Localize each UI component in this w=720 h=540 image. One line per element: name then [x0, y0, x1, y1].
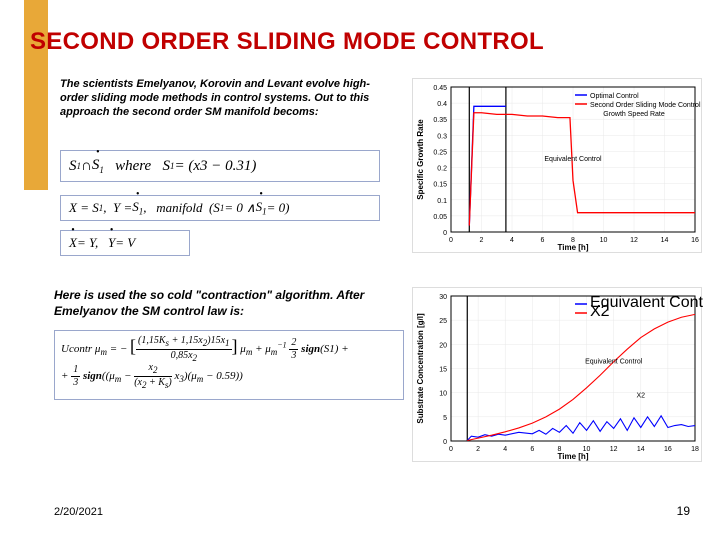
- svg-text:4: 4: [503, 446, 507, 453]
- svg-text:Second Order Sliding Mode Cont: Second Order Sliding Mode Control: [590, 102, 701, 109]
- svg-text:16: 16: [664, 446, 672, 453]
- equation-1: S1 ∩ S1 where S1 = (x3 − 0.31): [60, 150, 380, 182]
- svg-text:2: 2: [476, 446, 480, 453]
- svg-text:15: 15: [439, 367, 447, 374]
- svg-text:4: 4: [510, 237, 514, 244]
- equation-3: X = Y, Y = V: [60, 230, 190, 256]
- svg-text:0: 0: [449, 237, 453, 244]
- svg-text:0.05: 0.05: [433, 214, 447, 221]
- svg-text:Equivalent Control: Equivalent Control: [585, 359, 643, 366]
- svg-text:0.1: 0.1: [437, 198, 447, 205]
- equation-4: Ucontr μm = − [(1,15Ks + 1,15x2)15x10,85…: [54, 330, 404, 400]
- svg-text:X2: X2: [590, 303, 610, 320]
- svg-text:6: 6: [530, 446, 534, 453]
- chart-bottom: 024681012141618051015202530Time [h]Subst…: [412, 287, 702, 462]
- svg-text:Growth Speed Rate: Growth Speed Rate: [603, 111, 665, 118]
- svg-text:0: 0: [443, 230, 447, 237]
- svg-text:Time [h]: Time [h]: [558, 452, 589, 461]
- intro-text: The scientists Emelyanov, Korovin and Le…: [60, 78, 380, 119]
- svg-text:0: 0: [443, 439, 447, 446]
- svg-text:10: 10: [600, 237, 608, 244]
- svg-text:14: 14: [637, 446, 645, 453]
- svg-text:0.45: 0.45: [433, 85, 447, 92]
- svg-text:Equivalent Control: Equivalent Control: [544, 156, 602, 163]
- svg-text:Substrate Concentration [g/l]: Substrate Concentration [g/l]: [416, 313, 425, 424]
- svg-text:16: 16: [691, 237, 699, 244]
- svg-text:12: 12: [610, 446, 618, 453]
- svg-text:Specific Growth Rate: Specific Growth Rate: [416, 119, 425, 200]
- svg-text:Time [h]: Time [h]: [558, 243, 589, 252]
- svg-text:0.15: 0.15: [433, 182, 447, 189]
- svg-text:0.4: 0.4: [437, 101, 447, 108]
- contraction-text: Here is used the so cold "contraction" a…: [54, 288, 394, 319]
- svg-text:14: 14: [661, 237, 669, 244]
- footer-date: 2/20/2021: [54, 506, 103, 518]
- svg-text:6: 6: [541, 237, 545, 244]
- svg-text:12: 12: [630, 237, 638, 244]
- svg-text:18: 18: [691, 446, 699, 453]
- svg-text:0: 0: [449, 446, 453, 453]
- svg-text:Optimal Control: Optimal Control: [590, 93, 639, 100]
- svg-text:X2: X2: [636, 393, 645, 400]
- svg-text:5: 5: [443, 415, 447, 422]
- svg-text:30: 30: [439, 294, 447, 301]
- svg-text:2: 2: [480, 237, 484, 244]
- svg-text:20: 20: [439, 342, 447, 349]
- svg-text:25: 25: [439, 318, 447, 325]
- chart-top: 024681012141600.050.10.150.20.250.30.350…: [412, 78, 702, 253]
- equation-2: X = S1, Y = S1, manifold (S1 = 0 ∧ S1 = …: [60, 195, 380, 221]
- svg-text:10: 10: [439, 391, 447, 398]
- svg-text:0.2: 0.2: [437, 166, 447, 173]
- footer-pagenum: 19: [677, 504, 690, 518]
- page-title: SECOND ORDER SLIDING MODE CONTROL: [30, 28, 710, 56]
- svg-text:0.35: 0.35: [433, 117, 447, 124]
- svg-text:0.3: 0.3: [437, 133, 447, 140]
- svg-text:0.25: 0.25: [433, 149, 447, 156]
